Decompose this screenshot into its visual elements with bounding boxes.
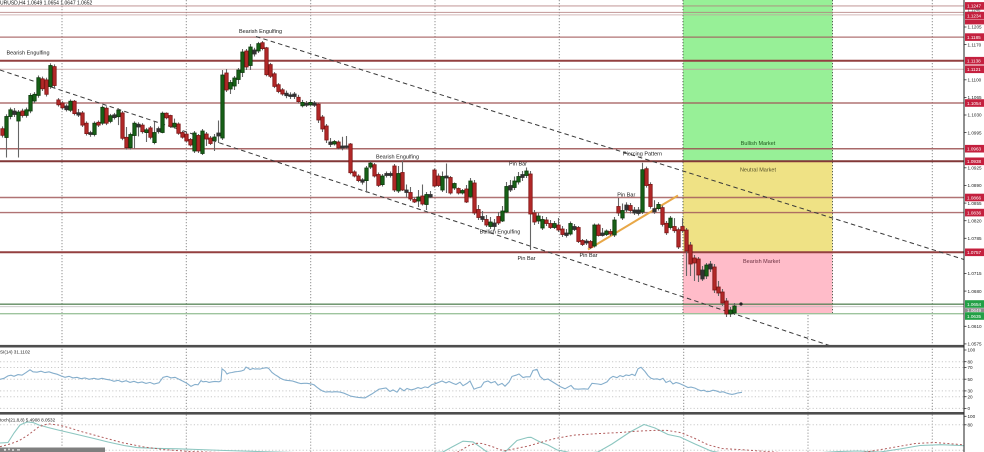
svg-text:70: 70 (968, 365, 974, 370)
svg-text:Pin Bar: Pin Bar (617, 192, 635, 198)
svg-text:1.0715: 1.0715 (968, 271, 982, 276)
svg-text:1.0995: 1.0995 (968, 130, 982, 135)
svg-text:Neutral Market: Neutral Market (740, 168, 777, 174)
svg-text:Piercing Pattern: Piercing Pattern (623, 152, 662, 158)
svg-text:1.1065: 1.1065 (968, 95, 982, 100)
svg-text:Pin Bar: Pin Bar (579, 253, 597, 259)
svg-text:1.0680: 1.0680 (968, 289, 982, 294)
svg-text:Bullish Market: Bullish Market (741, 141, 776, 147)
svg-text:100: 100 (968, 348, 976, 353)
svg-text:1.0575: 1.0575 (968, 342, 982, 347)
svg-text:Pin Bar: Pin Bar (509, 161, 527, 167)
svg-text:0: 0 (968, 406, 971, 411)
svg-text:1.0890: 1.0890 (968, 183, 982, 188)
svg-text:Bearish Engulfing: Bearish Engulfing (6, 51, 49, 57)
svg-text:1.1030: 1.1030 (968, 113, 982, 118)
svg-text:100: 100 (968, 414, 976, 419)
svg-text:1.0938: 1.0938 (967, 159, 981, 164)
svg-text:50: 50 (968, 377, 974, 382)
svg-text:1.1234: 1.1234 (967, 13, 981, 18)
svg-text:1.1100: 1.1100 (968, 78, 982, 83)
svg-text:1.0855: 1.0855 (968, 201, 982, 206)
svg-text:1.1205: 1.1205 (968, 25, 982, 30)
svg-text:Bearish Engulfing: Bearish Engulfing (239, 29, 282, 35)
svg-text:1.0866: 1.0866 (967, 195, 981, 200)
svg-text:1.0654: 1.0654 (967, 302, 981, 307)
svg-text:80: 80 (968, 359, 974, 364)
svg-text:1.1240: 1.1240 (968, 8, 981, 13)
svg-text:1.1185: 1.1185 (967, 35, 981, 40)
svg-text:1.1247: 1.1247 (967, 4, 981, 9)
svg-text:1.0820: 1.0820 (968, 218, 982, 223)
svg-text:URUSD,H4 1.0649 1.0654 1.0647: URUSD,H4 1.0649 1.0654 1.0647 1.0652 (0, 0, 93, 6)
svg-text:1.0836: 1.0836 (967, 210, 981, 215)
svg-text:1.1170: 1.1170 (968, 42, 982, 47)
svg-text:Pin Bar: Pin Bar (517, 256, 535, 262)
svg-text:1.1054: 1.1054 (967, 101, 981, 106)
svg-text:Bearish Engulfing: Bearish Engulfing (376, 155, 419, 161)
svg-text:Bearish Market: Bearish Market (743, 259, 780, 265)
svg-text:Bullish Engulfing: Bullish Engulfing (480, 230, 521, 236)
svg-text:1.1138: 1.1138 (967, 59, 981, 64)
svg-text:20: 20 (968, 394, 974, 399)
svg-text:1.0757: 1.0757 (967, 250, 981, 255)
svg-text:1.0963: 1.0963 (967, 147, 981, 152)
svg-text:SI(14) 31.1102: SI(14) 31.1102 (0, 350, 30, 355)
svg-text:1.0785: 1.0785 (968, 236, 982, 241)
svg-text:1.0925: 1.0925 (968, 166, 982, 171)
svg-text:30: 30 (968, 389, 974, 394)
svg-text:toch(21,8,8) 5.4908 8.0532: toch(21,8,8) 5.4908 8.0532 (0, 418, 56, 423)
svg-text:1.1121: 1.1121 (967, 67, 981, 72)
svg-text:1.0610: 1.0610 (968, 324, 982, 329)
svg-text:1.0649: 1.0649 (967, 308, 981, 313)
svg-text:80: 80 (968, 423, 974, 428)
svg-text:1.0635: 1.0635 (967, 314, 981, 319)
